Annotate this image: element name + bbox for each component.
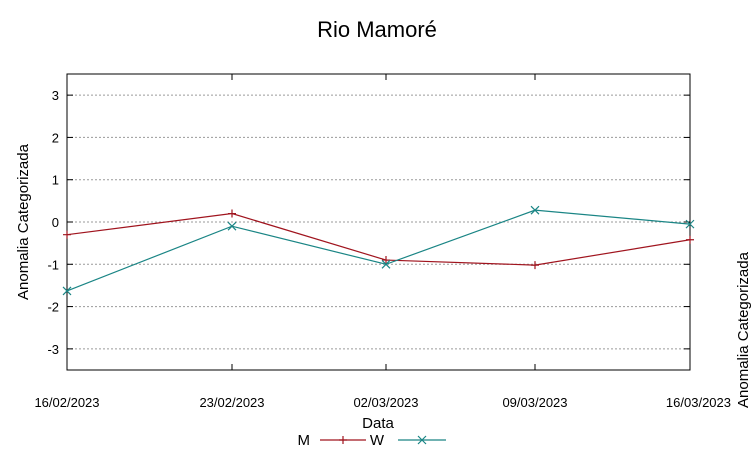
y-tick-label: 2 [52,130,59,145]
data-point-W [227,221,237,231]
y-tick-label: 3 [52,88,59,103]
x-tick-label: 16/03/2023 [666,395,731,410]
y-axis-ticks: -3 -2 -1 0 1 2 3 [47,88,690,357]
y-tick-label: 0 [52,215,59,230]
chart-title: Rio Mamoré [317,17,437,42]
data-point-M [228,209,236,218]
data-point-M [63,230,71,239]
legend-label-M: M [298,432,311,449]
y-tick-label: -2 [47,300,59,315]
data-point-W [530,205,540,215]
x-axis-label: Data [362,415,394,432]
legend-marker-W [417,435,427,445]
data-point-M [686,235,694,244]
x-tick-label: 23/02/2023 [199,395,264,410]
gridlines [67,94,690,350]
right-axis-label-fragment: Anomalia Categorizada [735,251,752,408]
x-axis-ticks: 16/02/2023 23/02/2023 02/03/2023 09/03/2023… [34,74,731,410]
data-point-W [685,219,695,229]
series-line-M [66,212,691,266]
legend-marker-M [339,436,347,444]
x-tick-label: 02/03/2023 [353,395,418,410]
y-tick-label: -1 [47,257,59,272]
data-point-W [62,286,72,296]
y-axis-label: Anomalia Categorizada [15,143,32,300]
x-tick-label: 09/03/2023 [502,395,567,410]
data-point-M [531,261,539,270]
y-tick-label: 1 [52,173,59,188]
data-point-W [381,259,391,269]
data-point-M [382,256,390,265]
x-tick-label: 16/02/2023 [34,395,99,410]
y-tick-label: -3 [47,342,59,357]
series-group [62,205,695,296]
legend-label-W: W [370,432,385,449]
